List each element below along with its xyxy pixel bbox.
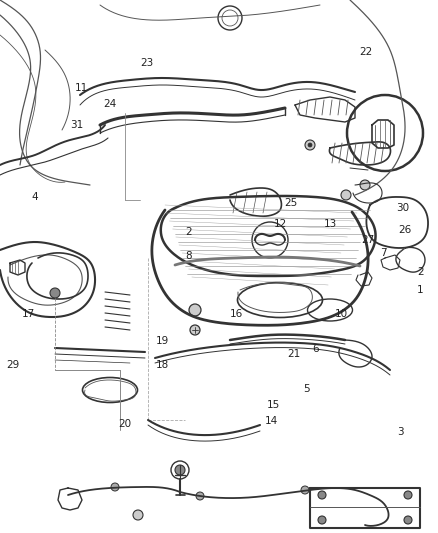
Circle shape (404, 516, 412, 524)
Circle shape (318, 491, 326, 499)
Text: 21: 21 (287, 350, 300, 359)
Circle shape (360, 180, 370, 190)
Circle shape (305, 140, 315, 150)
Text: 31: 31 (70, 120, 83, 130)
Circle shape (196, 492, 204, 500)
Circle shape (318, 516, 326, 524)
Text: 4: 4 (32, 192, 39, 202)
Text: 16: 16 (230, 310, 243, 319)
Text: 22: 22 (359, 47, 372, 57)
Text: 14: 14 (265, 416, 278, 426)
Circle shape (111, 483, 119, 491)
Circle shape (189, 304, 201, 316)
Circle shape (175, 465, 185, 475)
Text: 5: 5 (303, 384, 310, 394)
Circle shape (50, 288, 60, 298)
Circle shape (308, 143, 312, 147)
Text: 24: 24 (103, 99, 116, 109)
Text: 19: 19 (155, 336, 169, 346)
Circle shape (190, 325, 200, 335)
Text: 1: 1 (417, 286, 424, 295)
Text: 12: 12 (274, 219, 287, 229)
Text: 8: 8 (185, 251, 192, 261)
Text: 30: 30 (396, 203, 410, 213)
Text: 20: 20 (118, 419, 131, 429)
Text: 25: 25 (285, 198, 298, 207)
Text: 10: 10 (335, 310, 348, 319)
Text: 29: 29 (7, 360, 20, 370)
Text: 23: 23 (140, 58, 153, 68)
Text: 6: 6 (312, 344, 319, 354)
Circle shape (341, 190, 351, 200)
Text: 11: 11 (74, 83, 88, 93)
Text: 27: 27 (361, 235, 374, 245)
Text: 17: 17 (22, 310, 35, 319)
Text: 26: 26 (399, 225, 412, 235)
Text: 2: 2 (185, 227, 192, 237)
Text: 3: 3 (397, 427, 404, 437)
Text: 7: 7 (380, 248, 387, 258)
Text: 2: 2 (417, 267, 424, 277)
Circle shape (301, 486, 309, 494)
Text: 13: 13 (324, 219, 337, 229)
Circle shape (133, 510, 143, 520)
Circle shape (404, 491, 412, 499)
Text: 15: 15 (267, 400, 280, 410)
Text: 18: 18 (155, 360, 169, 370)
